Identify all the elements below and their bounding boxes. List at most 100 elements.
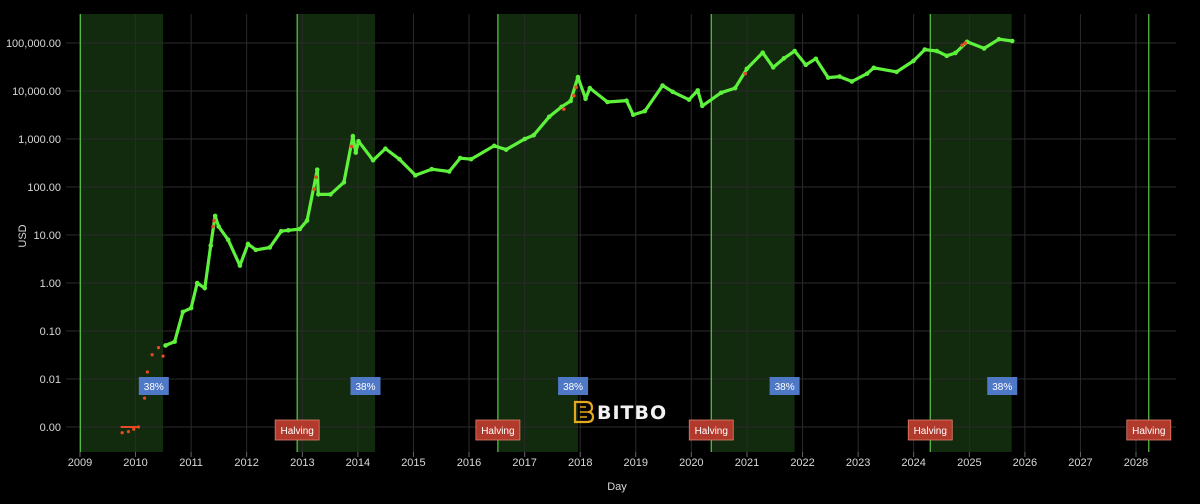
early-price-point: [145, 370, 150, 374]
price-point: [660, 83, 665, 88]
price-point: [981, 46, 987, 51]
halving-tag-label: Halving: [695, 426, 728, 437]
y-tick-label: 100.00: [27, 182, 61, 194]
price-point: [792, 48, 797, 54]
price-point: [944, 53, 949, 59]
x-tick-label: 2024: [901, 457, 925, 469]
x-tick-label: 2010: [123, 457, 147, 469]
rally-point: [574, 85, 578, 89]
x-tick-label: 2023: [846, 457, 870, 469]
price-point: [587, 85, 593, 91]
price-point: [770, 65, 776, 70]
rally-point: [743, 71, 747, 76]
price-point: [744, 66, 750, 72]
x-tick-label: 2020: [679, 457, 703, 469]
price-point: [803, 62, 809, 68]
price-point: [383, 146, 388, 151]
halving-tag: [475, 419, 521, 441]
price-point: [686, 97, 692, 102]
price-point: [341, 180, 347, 185]
x-tick-label: 2021: [735, 457, 759, 469]
x-axis-label: Day: [607, 481, 627, 493]
price-point: [871, 65, 877, 71]
price-point: [522, 136, 527, 142]
period-tag: [769, 377, 800, 395]
x-tick-label: 2019: [624, 457, 648, 469]
price-point: [267, 245, 273, 250]
x-tick-labels: 2009 2010 2011 2012 2013 2014 2015 2016 2017 2018…: [68, 457, 1148, 469]
y-tick-label: 10.00: [33, 230, 61, 242]
chart-tags: Halving Halving Halving Halving Halving 38% 38…: [138, 377, 1172, 441]
period-tag-label: 38%: [775, 382, 795, 393]
early-price-point: [126, 430, 130, 434]
price-point: [194, 280, 200, 286]
early-price-point: [156, 346, 161, 350]
price-point: [760, 50, 765, 55]
price-point: [781, 56, 787, 61]
period-tag: [138, 377, 169, 395]
price-point: [397, 156, 402, 162]
price-point: [1009, 38, 1015, 44]
price-point: [849, 79, 855, 84]
price-point: [172, 339, 177, 344]
price-point: [583, 96, 588, 102]
x-tick-label: 2012: [234, 457, 258, 469]
x-tick-label: 2015: [401, 457, 425, 469]
price-point: [996, 36, 1002, 42]
y-tick-label: 0.01: [40, 374, 61, 386]
rally-point: [963, 41, 968, 46]
price-point: [699, 103, 705, 109]
price-point: [670, 89, 676, 95]
price-point: [695, 88, 701, 93]
rally-point: [314, 175, 318, 180]
period-tag: [558, 377, 589, 395]
price-point: [837, 74, 842, 79]
price-point: [575, 74, 581, 80]
brand-name: BITBO: [597, 402, 667, 424]
price-point: [503, 147, 509, 152]
early-price-point: [132, 427, 136, 431]
halving-tag: [1126, 419, 1172, 441]
period-tag-label: 38%: [144, 382, 164, 393]
x-tick-label: 2011: [179, 457, 203, 469]
price-point: [922, 47, 928, 52]
price-point: [370, 157, 376, 163]
price-point: [468, 156, 474, 162]
x-tick-label: 2028: [1124, 457, 1148, 469]
price-point: [328, 192, 333, 197]
y-axis-label: USD: [17, 224, 29, 247]
price-point: [568, 98, 573, 104]
price-point: [429, 166, 434, 172]
price-series: [120, 36, 1015, 435]
price-line: [163, 37, 1014, 347]
price-point: [208, 243, 214, 248]
x-tick-label: 2016: [457, 457, 481, 469]
x-tick-label: 2025: [957, 457, 981, 469]
price-point: [188, 305, 194, 311]
halving-tag-label: Halving: [914, 426, 947, 437]
y-tick-label: 0.00: [40, 422, 61, 434]
price-point: [297, 226, 303, 232]
y-tick-labels: 0.00 0.01 0.10 1.00 10.00 100.00 1,000.00 10,00…: [6, 38, 61, 434]
x-tick-label: 2009: [68, 457, 92, 469]
price-point: [813, 56, 819, 62]
price-point: [202, 285, 208, 291]
price-point: [216, 224, 221, 229]
x-tick-label: 2026: [1013, 457, 1037, 469]
early-price-point: [150, 353, 154, 357]
rally-point: [572, 93, 576, 98]
price-point: [286, 228, 291, 233]
price-point: [225, 237, 231, 242]
price-point: [278, 228, 284, 234]
halving-tag: [907, 419, 953, 441]
x-tick-label: 2018: [568, 457, 592, 469]
price-point: [934, 48, 940, 54]
rally-point: [312, 187, 317, 191]
period-tag: [350, 377, 381, 395]
shaded-periods: [80, 14, 1012, 452]
halving-lines: [79, 14, 1150, 452]
price-point: [350, 133, 356, 139]
period-tag: [987, 377, 1018, 395]
